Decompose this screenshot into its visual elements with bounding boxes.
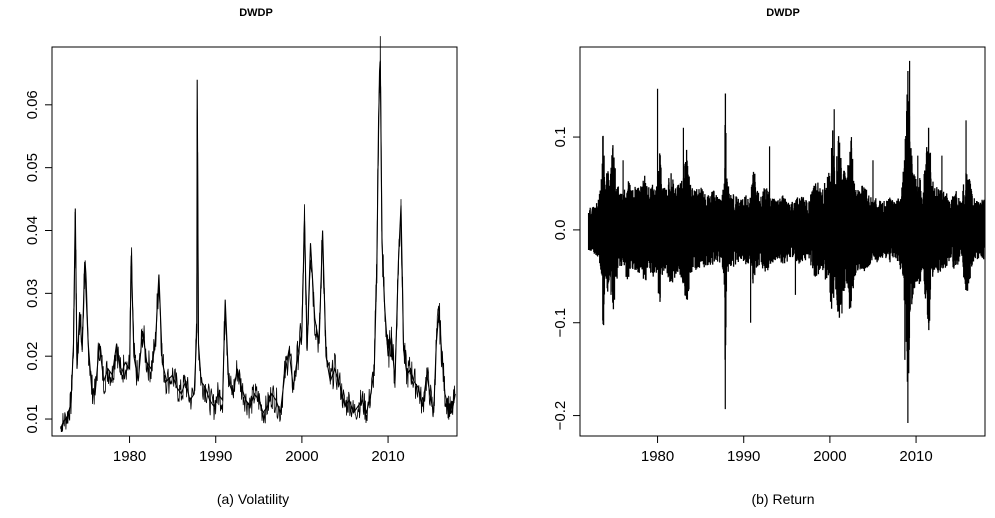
volatility-y-tick-label: 0.06 [24,90,41,119]
return-series [603,60,967,424]
return-y-tick-label: 0.1 [552,127,569,148]
volatility-detail [60,36,456,432]
return-y-tick-label: 0.0 [552,219,569,240]
return-noise-band [587,71,986,382]
return-x-tick-label: 1980 [641,448,674,465]
volatility-y-tick-label: 0.05 [24,153,41,182]
return-x-tick-label: 2000 [813,448,846,465]
volatility-chart-title: DWDP [239,7,273,19]
return-x-axis: 1980 1990 2000 2010 [641,436,933,465]
volatility-y-axis: 0.01 0.02 0.03 0.04 0.05 0.06 [24,90,52,434]
return-chart-title: DWDP [766,7,800,19]
volatility-y-tick-label: 0.02 [24,342,41,371]
volatility-x-tick-label: 2010 [371,448,404,465]
volatility-series [60,36,456,432]
volatility-line [60,60,456,429]
volatility-x-tick-label: 1980 [113,448,146,465]
return-y-axis: −0.2 −0.1 0.0 0.1 [552,127,580,431]
volatility-caption: (a) Volatility [217,491,289,507]
volatility-plot-frame [51,46,458,437]
return-y-tick-label: −0.2 [552,401,569,431]
return-y-tick-label: −0.1 [552,308,569,338]
return-noise [587,71,986,382]
volatility-y-tick-label: 0.03 [24,279,41,308]
return-panel: DWDP 1980 1990 2000 2010 −0.2 −0.1 0.0 0.1 (b)… [552,7,986,507]
return-caption: (b) Return [751,491,814,507]
volatility-y-tick-label: 0.01 [24,404,41,433]
volatility-panel: DWDP 1980 1990 2000 2010 0.010.020.030.040.… [24,7,458,507]
return-x-tick-label: 1990 [727,448,760,465]
volatility-y-tick-label: 0.04 [24,216,41,245]
return-x-tick-label: 2010 [899,448,932,465]
volatility-x-tick-label: 2000 [285,448,318,465]
volatility-x-axis: 1980 1990 2000 2010 [113,436,405,465]
volatility-x-tick-label: 1990 [199,448,232,465]
